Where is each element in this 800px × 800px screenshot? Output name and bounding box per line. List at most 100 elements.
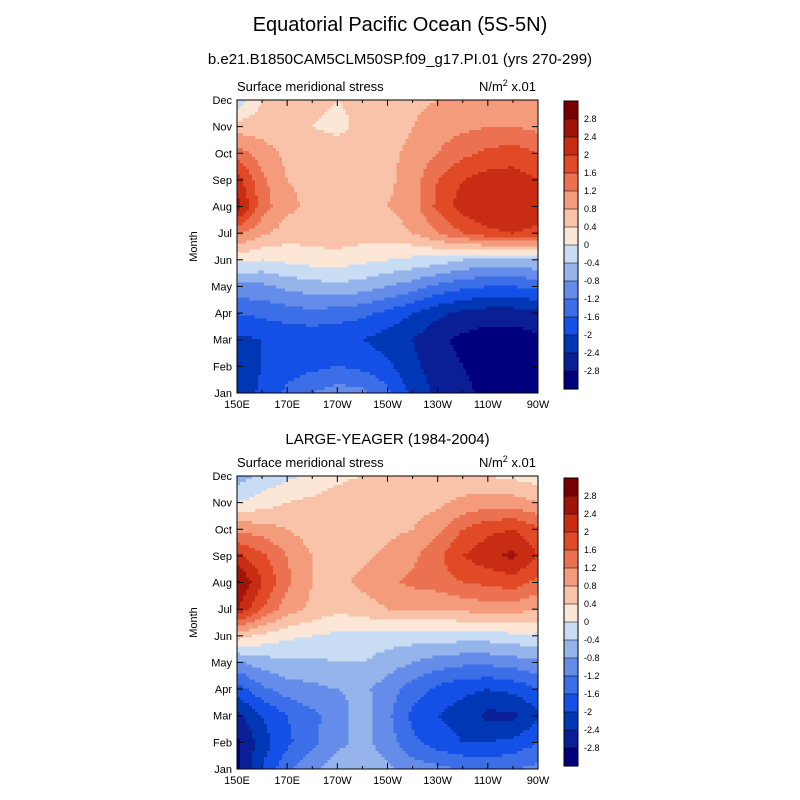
heatmap-cell [309, 114, 313, 119]
heatmap-cell [291, 108, 295, 113]
heatmap-cell [261, 114, 265, 119]
heatmap-cell [279, 114, 283, 119]
heatmap-cell [492, 105, 497, 110]
heatmap-cell [375, 117, 380, 122]
heatmap-cell [435, 129, 440, 134]
heatmap-cell [438, 132, 443, 137]
heatmap-cell [453, 120, 458, 125]
heatmap-cell [384, 117, 389, 122]
heatmap-cell [393, 132, 398, 137]
heatmap-cell [330, 144, 334, 149]
heatmap-cell [279, 100, 283, 104]
heatmap-cell [330, 132, 334, 137]
heatmap-cell [471, 135, 476, 140]
heatmap-cell [327, 156, 331, 161]
heatmap-cell [519, 156, 524, 161]
heatmap-cell [489, 144, 494, 149]
heatmap-cell [495, 144, 500, 149]
heatmap-cell [492, 123, 497, 128]
heatmap-cell [240, 120, 244, 125]
heatmap-cell [438, 100, 443, 104]
heatmap-cell [333, 156, 337, 161]
heatmap-cell [261, 126, 265, 131]
heatmap-cell [501, 135, 506, 140]
heatmap-cell [462, 159, 467, 164]
heatmap-cell [513, 159, 518, 164]
heatmap-cell [294, 147, 298, 152]
heatmap-cell [243, 138, 247, 143]
heatmap-cell [456, 105, 461, 110]
heatmap-cell [525, 117, 530, 122]
heatmap-cell [471, 153, 476, 158]
heatmap-cell [318, 138, 322, 143]
heatmap-cell [264, 132, 268, 137]
heatmap-cell [504, 129, 509, 134]
heatmap-cell [411, 132, 416, 137]
heatmap-cell [321, 105, 325, 110]
heatmap-cell [396, 129, 401, 134]
heatmap-cell [477, 100, 482, 104]
heatmap-cell [354, 144, 358, 149]
heatmap-cell [456, 114, 461, 119]
heatmap-cell [477, 144, 482, 149]
heatmap-cell [261, 153, 265, 158]
heatmap-cell [432, 141, 437, 146]
heatmap-cell [378, 156, 383, 161]
heatmap-cell [405, 129, 410, 134]
heatmap-cell [372, 108, 377, 113]
heatmap-cell [375, 147, 380, 152]
heatmap-cell [339, 153, 343, 158]
heatmap-cell [363, 120, 368, 125]
heatmap-cell [450, 100, 455, 104]
heatmap-cell [408, 126, 413, 131]
heatmap-cell [327, 105, 331, 110]
heatmap-cell [429, 132, 434, 137]
heatmap-cell [252, 156, 256, 161]
heatmap-cell [315, 153, 319, 158]
heatmap-cell [378, 147, 383, 152]
heatmap-cell [369, 108, 374, 113]
heatmap-cell [321, 126, 325, 131]
heatmap-cell [435, 126, 440, 131]
heatmap-cell [444, 150, 449, 155]
heatmap-cell [267, 102, 271, 107]
heatmap-cell [462, 147, 467, 152]
heatmap-cell [330, 123, 334, 128]
heatmap-cell [384, 138, 389, 143]
heatmap-cell [243, 100, 247, 104]
heatmap-cell [297, 135, 301, 140]
heatmap-cell [423, 105, 428, 110]
heatmap-cell [447, 100, 452, 104]
heatmap-cell [465, 159, 470, 164]
heatmap-cell [453, 156, 458, 161]
heatmap-cell [534, 135, 539, 140]
heatmap-cell [507, 156, 512, 161]
heatmap-cell [414, 105, 419, 110]
heatmap-cell [348, 117, 352, 122]
heatmap-cell [306, 153, 310, 158]
heatmap-cell [417, 114, 422, 119]
heatmap-cell [243, 117, 247, 122]
heatmap-cell [513, 132, 518, 137]
heatmap-cell [300, 114, 304, 119]
heatmap-cell [294, 100, 298, 104]
heatmap-cell [249, 141, 253, 146]
heatmap-cell [396, 150, 401, 155]
heatmap-cell [426, 135, 431, 140]
heatmap-cell [384, 159, 389, 164]
heatmap-cell [465, 123, 470, 128]
heatmap-cell [492, 120, 497, 125]
heatmap-cell [321, 156, 325, 161]
heatmap-cell [255, 144, 259, 149]
heatmap-cell [360, 132, 365, 137]
heatmap-cell [270, 138, 274, 143]
heatmap-cell [354, 111, 358, 116]
heatmap-cell [477, 111, 482, 116]
heatmap-cell [288, 126, 292, 131]
heatmap-cell [462, 126, 467, 131]
heatmap-cell [309, 108, 313, 113]
heatmap-cell [423, 138, 428, 143]
heatmap-cell [369, 105, 374, 110]
heatmap-cell [372, 153, 377, 158]
heatmap-cell [447, 120, 452, 125]
